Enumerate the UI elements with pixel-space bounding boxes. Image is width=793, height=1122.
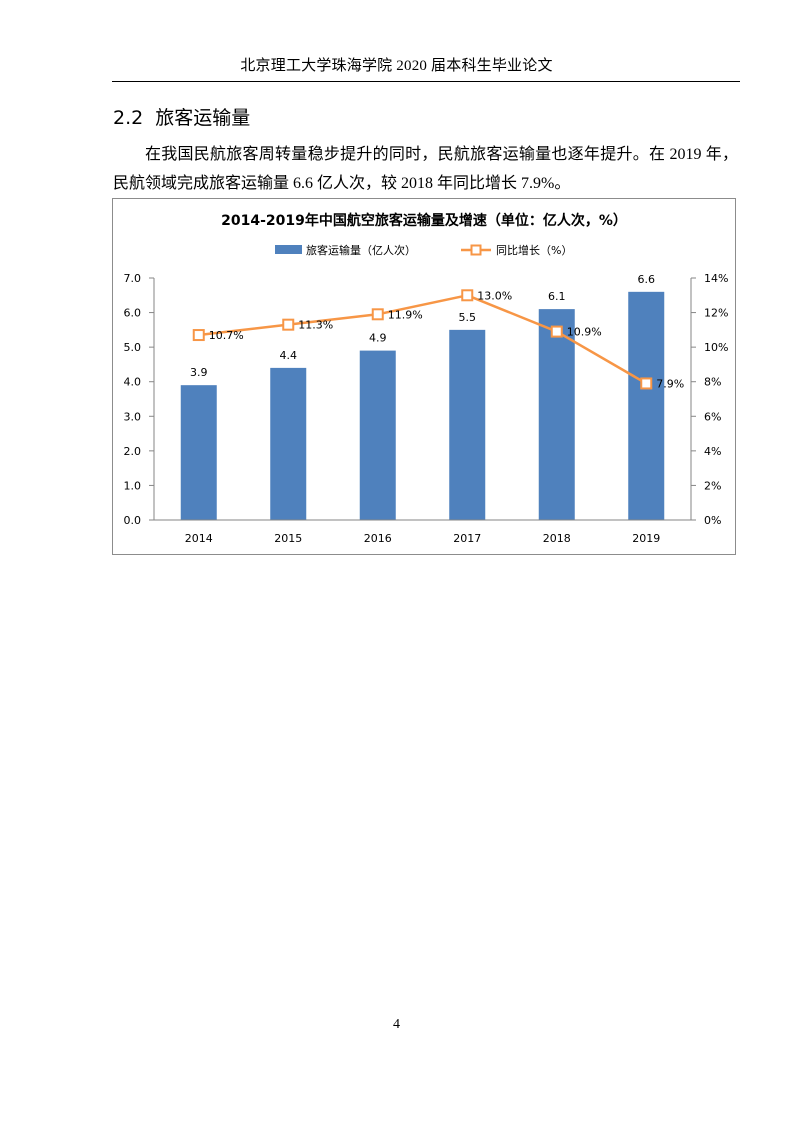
y-tick-label-left: 5.0 [124,341,142,354]
y-tick-label-right: 0% [704,514,721,527]
y-tick-label-right: 4% [704,445,721,458]
chart-svg: 2014-2019年中国航空旅客运输量及增速（单位：亿人次，%） 旅客运输量（亿人… [124,212,729,545]
y-tick-label-right: 12% [704,307,728,320]
growth-marker [192,329,205,342]
bar [180,385,217,520]
x-tick-label: 2014 [185,532,213,545]
section-number: 2.2 [113,107,144,129]
bar [538,309,575,520]
x-tick-label: 2018 [543,532,571,545]
y-tick-label-right: 2% [704,479,721,492]
chart-title: 2014-2019年中国航空旅客运输量及增速（单位：亿人次，%） [221,212,627,229]
bar-data-label: 4.9 [369,332,387,345]
x-tick-label: 2016 [364,532,392,545]
bar [270,367,307,520]
x-tick-label: 2019 [632,532,660,545]
y-tick-label-left: 3.0 [124,410,142,423]
growth-marker [371,308,384,321]
legend-bar-swatch [275,245,302,254]
legend-line-marker [470,244,482,256]
y-tick-label-left: 0.0 [124,514,142,527]
y-tick-label-right: 8% [704,376,721,389]
bar-data-label: 6.1 [548,290,566,303]
body-paragraph: 在我国民航旅客周转量稳步提升的同时，民航旅客运输量也逐年提升。在 2019 年，… [113,146,738,192]
growth-data-label: 10.9% [567,326,602,339]
section-title: 旅客运输量 [155,107,251,129]
y-tick-label-left: 1.0 [124,479,142,492]
growth-data-label: 13.0% [477,289,512,302]
bar-data-label: 3.9 [190,366,208,379]
bar-data-label: 4.4 [280,349,298,362]
chart-figure: 2014-2019年中国航空旅客运输量及增速（单位：亿人次，%） 旅客运输量（亿人… [112,198,736,555]
header-rule [112,81,740,82]
y-tick-label-left: 6.0 [124,307,142,320]
bar-data-label: 6.6 [638,273,656,286]
growth-data-label: 7.9% [656,377,684,390]
x-tick-label: 2017 [453,532,481,545]
bar [359,350,396,520]
growth-marker [550,325,563,338]
x-tick-label: 2015 [274,532,302,545]
growth-marker [461,289,474,302]
growth-data-label: 11.9% [388,308,423,321]
y-tick-label-left: 7.0 [124,272,142,285]
growth-line [198,294,647,385]
page-number: 4 [393,1017,400,1032]
y-tick-label-right: 6% [704,410,721,423]
y-tick-label-left: 4.0 [124,376,142,389]
growth-data-label: 10.7% [209,329,244,342]
page-header: 北京理工大学珠海学院 2020 届本科生毕业论文 [240,58,553,74]
growth-marker [282,318,295,331]
y-tick-label-right: 10% [704,341,728,354]
legend-bar-label: 旅客运输量（亿人次） [306,243,416,257]
y-tick-label-left: 2.0 [124,445,142,458]
bar-data-label: 5.5 [459,311,477,324]
legend-line-label: 同比增长（%） [496,243,572,257]
bar [628,291,665,520]
y-tick-label-right: 14% [704,272,728,285]
section-heading: 2.2 旅客运输量 [113,103,250,130]
bar [449,329,486,520]
growth-data-label: 11.3% [298,319,333,332]
growth-marker [640,377,653,390]
